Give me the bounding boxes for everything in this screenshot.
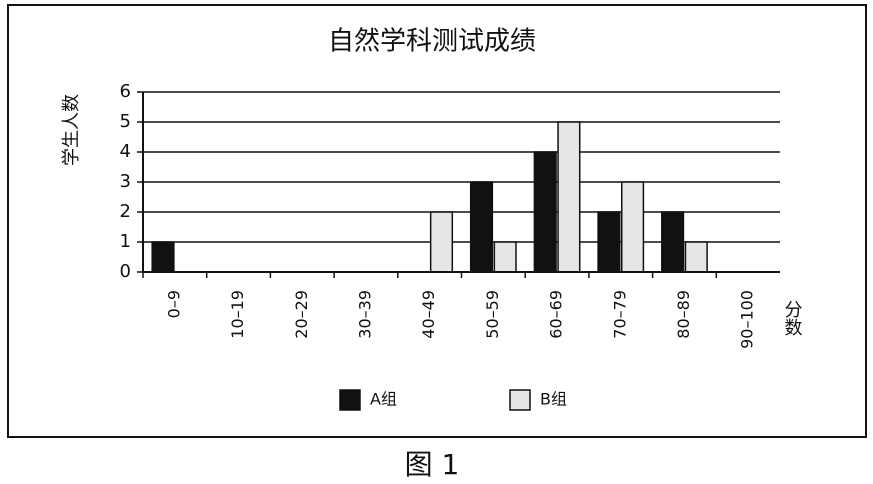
x-tick-label: 20–29 <box>292 290 311 339</box>
caption: 图 1 <box>405 448 460 481</box>
y-tick-label: 4 <box>120 141 131 162</box>
bar <box>493 241 517 273</box>
y-tick-label: 0 <box>120 261 131 282</box>
legend-swatch <box>339 389 361 411</box>
x-tick-label: 50–59 <box>483 290 502 339</box>
legend-label: B组 <box>540 390 567 409</box>
x-tick-label: 0–9 <box>164 290 183 318</box>
bar <box>429 211 454 273</box>
y-axis-label: 学生人数 <box>61 94 82 166</box>
y-tick-label: 3 <box>120 171 131 192</box>
bar <box>684 241 708 273</box>
x-tick-label: 90–100 <box>738 290 757 349</box>
bar <box>533 151 557 273</box>
x-tick-label: 40–49 <box>419 290 438 339</box>
x-tick-label: 60–69 <box>547 290 566 339</box>
y-tick-label: 2 <box>120 201 131 222</box>
bar <box>597 211 621 273</box>
x-axis-label: 分数 <box>782 300 803 336</box>
y-tick-label: 1 <box>120 231 131 252</box>
x-tick-label: 70–79 <box>610 290 629 339</box>
bar <box>469 181 494 273</box>
legend-swatch <box>509 389 531 411</box>
x-tick-label: 10–19 <box>228 290 247 339</box>
legend-label: A组 <box>370 390 397 409</box>
y-tick-label: 5 <box>120 111 131 132</box>
bar <box>621 181 645 273</box>
chart-title: 自然学科测试成绩 <box>328 27 536 57</box>
bar <box>661 211 685 273</box>
x-tick-label: 30–39 <box>355 290 374 339</box>
y-tick-label: 6 <box>120 81 131 102</box>
x-tick-label: 80–89 <box>674 290 693 339</box>
bar <box>557 121 581 273</box>
bar <box>151 241 175 273</box>
